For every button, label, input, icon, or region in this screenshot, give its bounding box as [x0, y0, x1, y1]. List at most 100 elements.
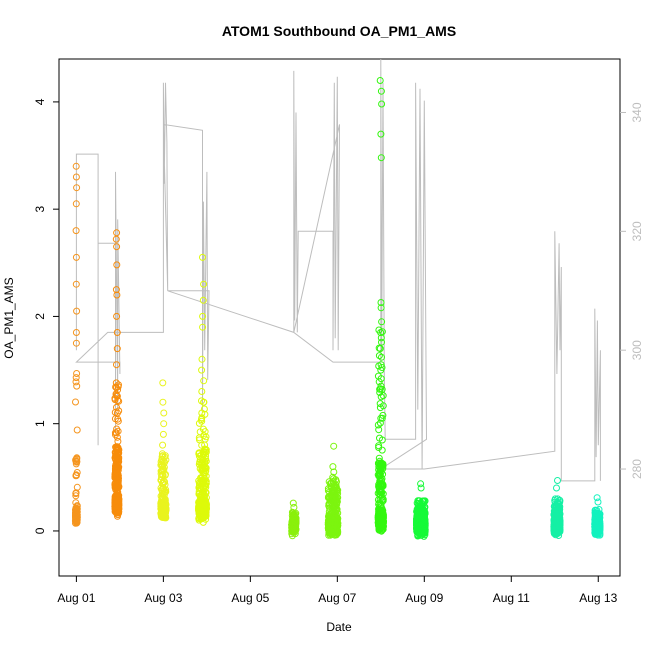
scatter-series-5	[288, 499, 300, 540]
data-point	[162, 470, 169, 478]
data-point	[114, 397, 122, 404]
x-tick-label: Aug 01	[57, 591, 95, 605]
secondary-series-line	[75, 58, 601, 482]
data-point	[375, 507, 383, 515]
data-point	[72, 398, 79, 406]
data-point	[376, 434, 383, 442]
data-point	[376, 400, 384, 408]
data-point	[111, 465, 119, 473]
data-point	[379, 497, 387, 505]
data-point	[73, 370, 81, 377]
data-point	[72, 280, 80, 288]
data-point	[73, 426, 81, 434]
data-point	[159, 379, 167, 387]
data-point	[200, 377, 208, 385]
data-point	[376, 385, 384, 393]
data-point	[113, 291, 121, 299]
data-point	[196, 459, 204, 467]
data-point	[159, 441, 167, 449]
data-point	[114, 449, 121, 457]
data-point	[73, 455, 81, 463]
data-point	[113, 361, 120, 369]
data-point	[417, 480, 425, 488]
data-point	[555, 500, 563, 507]
data-point	[159, 398, 167, 406]
data-point	[195, 484, 203, 492]
data-point	[200, 484, 208, 492]
data-point	[375, 454, 383, 462]
data-point	[72, 460, 80, 468]
chart-title: ATOM1 Southbound OA_PM1_AMS	[222, 23, 456, 39]
data-point	[379, 522, 387, 530]
data-point	[114, 458, 122, 466]
data-point	[415, 511, 423, 519]
data-point	[594, 498, 602, 506]
data-point	[376, 77, 384, 84]
data-point	[198, 474, 206, 482]
data-point	[199, 323, 207, 331]
scatter-series-6	[324, 442, 342, 539]
data-point	[290, 503, 298, 511]
data-point	[72, 162, 80, 170]
data-point	[374, 421, 382, 429]
data-point	[376, 404, 384, 412]
data-point	[112, 379, 120, 387]
data-point	[415, 514, 423, 522]
data-point	[72, 492, 80, 500]
data-point	[72, 339, 80, 347]
data-point	[161, 488, 169, 496]
data-point	[291, 520, 299, 528]
data-point	[113, 505, 121, 513]
data-point	[195, 452, 203, 460]
data-point	[72, 374, 80, 382]
data-point	[413, 507, 421, 515]
data-point	[113, 477, 121, 485]
data-point	[113, 329, 121, 336]
scatter-series-8	[413, 480, 429, 540]
data-point	[195, 505, 203, 513]
data-point	[420, 498, 428, 506]
data-point	[157, 504, 165, 512]
data-point	[421, 522, 429, 529]
scatter-series-4	[195, 253, 210, 526]
data-point	[200, 508, 208, 516]
data-point	[112, 235, 120, 243]
data-point	[72, 329, 80, 336]
data-point	[200, 504, 208, 512]
data-point	[199, 505, 207, 513]
data-point	[159, 452, 167, 460]
data-point	[200, 280, 208, 288]
data-point	[414, 521, 422, 529]
data-point	[113, 229, 121, 237]
data-point	[553, 484, 560, 492]
data-point	[72, 227, 80, 235]
data-point	[199, 312, 207, 320]
scatter-series-9	[550, 477, 564, 539]
data-point	[72, 490, 80, 498]
data-point	[113, 345, 121, 353]
data-point	[333, 494, 341, 502]
data-point	[161, 498, 169, 506]
data-point	[199, 296, 207, 304]
y2-tick-label: 340	[630, 102, 644, 122]
data-point	[73, 184, 81, 192]
data-point	[328, 499, 335, 507]
data-point	[329, 490, 337, 498]
data-point	[375, 459, 382, 467]
data-point	[198, 409, 206, 417]
data-point	[550, 522, 558, 530]
data-point	[376, 419, 384, 427]
data-point	[377, 366, 385, 374]
data-point	[112, 383, 120, 391]
data-point	[417, 484, 425, 492]
data-point	[550, 527, 558, 534]
data-point	[376, 345, 384, 353]
data-point	[330, 442, 338, 450]
y-tick-label: 3	[33, 206, 47, 213]
x-tick-label: Aug 05	[231, 591, 269, 605]
data-point	[198, 355, 206, 363]
data-point	[379, 465, 387, 473]
x-tick-label: Aug 13	[579, 591, 617, 605]
data-point	[198, 388, 206, 395]
